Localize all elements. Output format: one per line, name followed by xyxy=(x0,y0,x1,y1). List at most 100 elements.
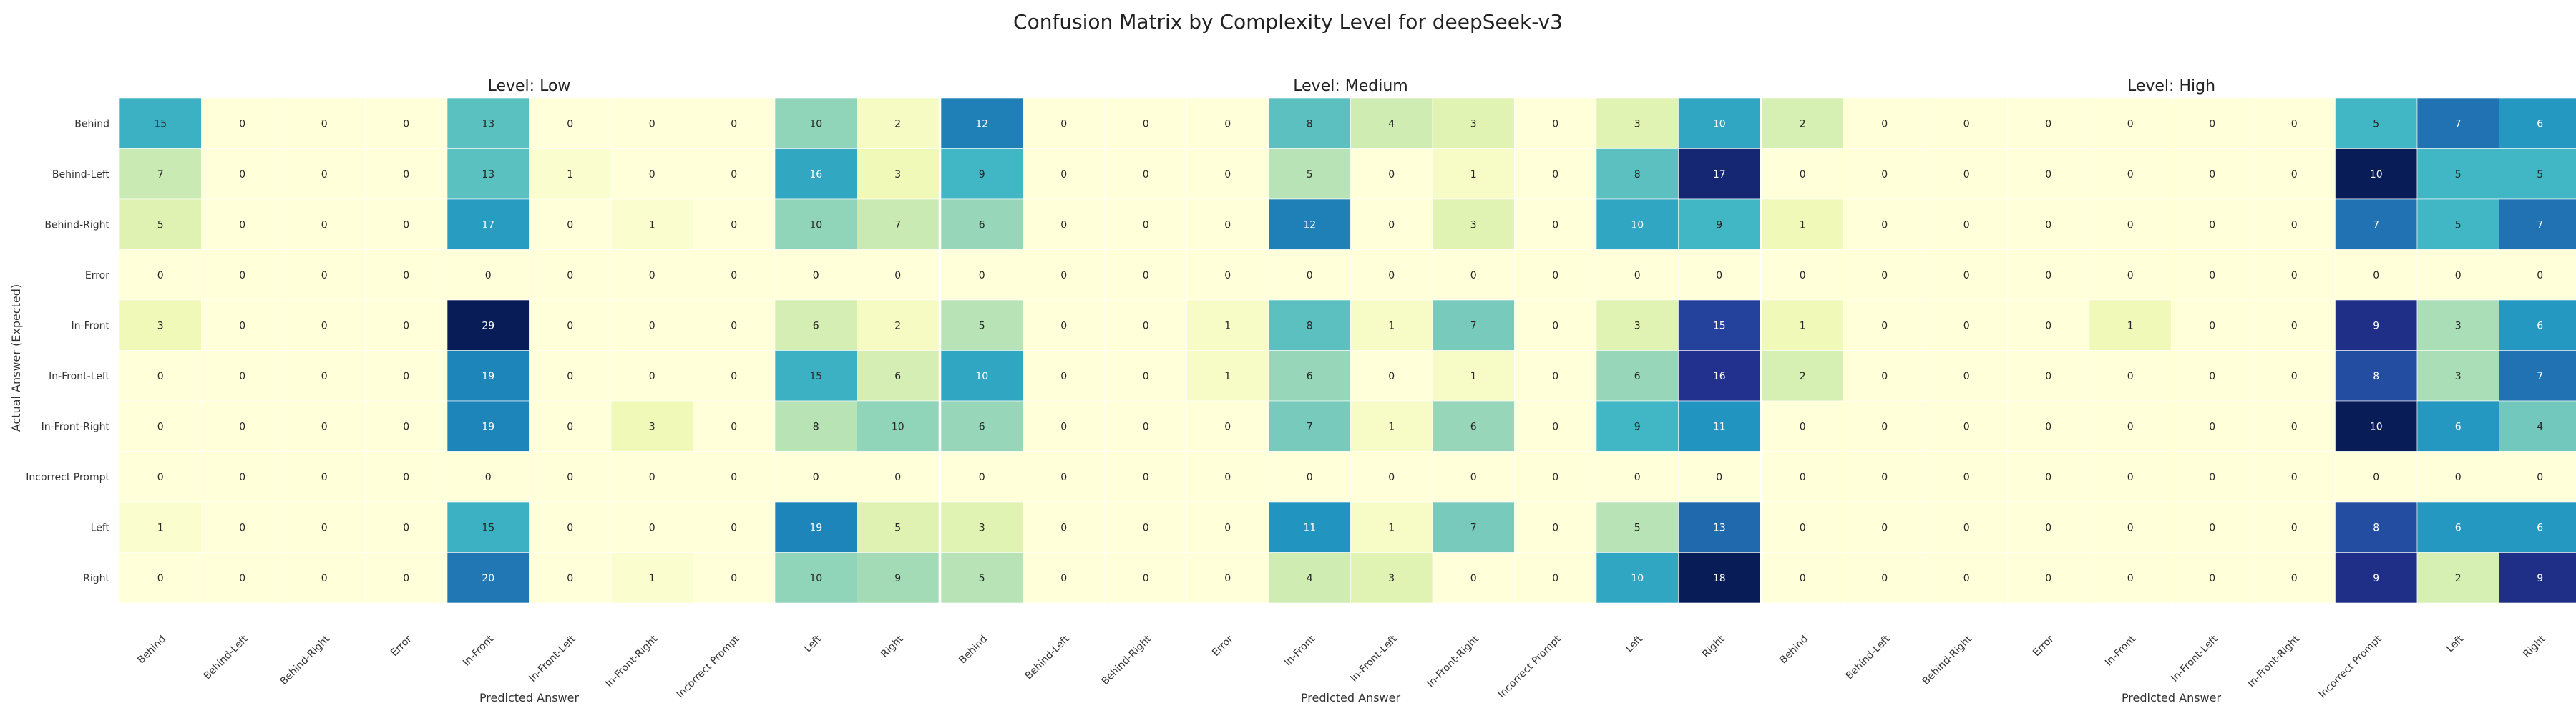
cell-value-label: 0 xyxy=(1552,219,1558,231)
cell-value-label: 0 xyxy=(1143,219,1149,231)
cell-value-label: 9 xyxy=(1716,219,1722,231)
heatmap-cell xyxy=(1186,400,1269,452)
heatmap-cell xyxy=(365,552,448,604)
heatmap-cell xyxy=(365,299,448,351)
cell-value-label: 0 xyxy=(1060,522,1067,533)
cell-value-label: 2 xyxy=(894,118,901,130)
heatmap-cell xyxy=(2253,400,2336,452)
heatmap-cell xyxy=(1843,97,1926,149)
cell-value-label: 0 xyxy=(649,472,655,483)
cell-value-label: 0 xyxy=(1470,472,1477,483)
cell-value-label: 7 xyxy=(894,219,901,231)
panel-title: Level: Low xyxy=(488,77,571,95)
heatmap-cell xyxy=(1350,501,1433,553)
y-tick-label: Behind-Left xyxy=(52,169,110,180)
cell-value-label: 6 xyxy=(2455,421,2462,432)
cell-value-label: 0 xyxy=(731,118,737,130)
cell-value-label: 0 xyxy=(2291,472,2298,483)
heatmap-cell xyxy=(1432,97,1515,149)
cell-value-label: 0 xyxy=(2291,118,2298,130)
cell-value-label: 0 xyxy=(1963,573,1970,584)
cell-value-label: 0 xyxy=(1388,169,1395,180)
cell-value-label: 0 xyxy=(2127,421,2134,432)
cell-value-label: 6 xyxy=(2537,320,2543,332)
heatmap-cell xyxy=(1350,198,1433,250)
heatmap-cell xyxy=(1678,552,1761,604)
cell-value-label: 0 xyxy=(731,472,737,483)
heatmap-cell xyxy=(2171,249,2254,301)
heatmap-cell xyxy=(1596,198,1679,250)
cell-value-label: 6 xyxy=(2455,522,2462,533)
heatmap-cell xyxy=(2253,97,2336,149)
cell-value-label: 0 xyxy=(1388,472,1395,483)
heatmap-cell xyxy=(693,249,776,301)
cell-value-label: 0 xyxy=(2209,421,2215,432)
heatmap-cell xyxy=(119,552,202,604)
cell-value-label: 5 xyxy=(979,320,985,332)
heatmap-cell xyxy=(1514,299,1597,351)
cell-value-label: 17 xyxy=(482,219,494,231)
heatmap-cell xyxy=(201,451,284,503)
cell-value-label: 0 xyxy=(2127,118,2134,130)
cell-value-label: 3 xyxy=(1470,219,1477,231)
heatmap-cell xyxy=(1761,249,1844,301)
cell-value-label: 0 xyxy=(1881,169,1888,180)
heatmap-cell xyxy=(529,350,612,402)
heatmap-cell xyxy=(2253,148,2336,200)
cell-value-label: 10 xyxy=(2370,421,2383,432)
heatmap-cell xyxy=(610,400,693,452)
cell-value-label: 1 xyxy=(649,573,655,584)
heatmap-cell xyxy=(857,501,940,553)
cell-value-label: 0 xyxy=(1963,522,1970,533)
heatmap-cell xyxy=(529,299,612,351)
heatmap-cell xyxy=(201,97,284,149)
heatmap-cell xyxy=(2007,451,2090,503)
heatmap-cell xyxy=(940,198,1023,250)
cell-value-label: 0 xyxy=(239,472,245,483)
heatmap-cell xyxy=(1596,552,1679,604)
cell-value-label: 10 xyxy=(1631,573,1644,584)
cell-value-label: 0 xyxy=(1800,169,1806,180)
cell-value-label: 0 xyxy=(1224,270,1231,281)
cell-value-label: 0 xyxy=(1224,522,1231,533)
heatmap-cell xyxy=(2171,350,2254,402)
cell-value-label: 0 xyxy=(2455,270,2462,281)
heatmap-cell xyxy=(2416,552,2499,604)
cell-value-label: 0 xyxy=(1388,219,1395,231)
heatmap-cell xyxy=(1596,451,1679,503)
heatmap-cell xyxy=(1432,552,1515,604)
cell-value-label: 7 xyxy=(2373,219,2379,231)
heatmap-cell xyxy=(940,400,1023,452)
cell-value-label: 0 xyxy=(1388,371,1395,382)
heatmap-cell xyxy=(1843,501,1926,553)
cell-value-label: 1 xyxy=(1470,371,1477,382)
cell-value-label: 0 xyxy=(157,270,164,281)
heatmap-cell xyxy=(201,350,284,402)
heatmap-cell xyxy=(1761,97,1844,149)
cell-value-label: 13 xyxy=(1713,522,1726,533)
cell-value-label: 0 xyxy=(239,573,245,584)
cell-value-label: 6 xyxy=(1470,421,1477,432)
heatmap-cell xyxy=(2171,451,2254,503)
cell-value-label: 0 xyxy=(2291,270,2298,281)
heatmap-cell xyxy=(2089,97,2172,149)
cell-value-label: 0 xyxy=(1224,219,1231,231)
heatmap-cell xyxy=(857,148,940,200)
cell-value-label: 0 xyxy=(239,169,245,180)
cell-value-label: 3 xyxy=(649,421,655,432)
cell-value-label: 29 xyxy=(482,320,494,332)
cell-value-label: 0 xyxy=(1224,573,1231,584)
heatmap-cell xyxy=(774,198,857,250)
cell-value-label: 0 xyxy=(2045,320,2051,332)
heatmap-cell xyxy=(2171,552,2254,604)
heatmap-cell xyxy=(1678,400,1761,452)
heatmap-cell xyxy=(1268,451,1351,503)
cell-value-label: 5 xyxy=(2455,169,2462,180)
heatmap-cell xyxy=(1350,552,1433,604)
heatmap-cell xyxy=(1678,350,1761,402)
heatmap-cell xyxy=(1514,97,1597,149)
cell-value-label: 0 xyxy=(321,472,328,483)
heatmap-cell xyxy=(283,501,366,553)
cell-value-label: 0 xyxy=(567,573,573,584)
heatmap-cell xyxy=(693,501,776,553)
